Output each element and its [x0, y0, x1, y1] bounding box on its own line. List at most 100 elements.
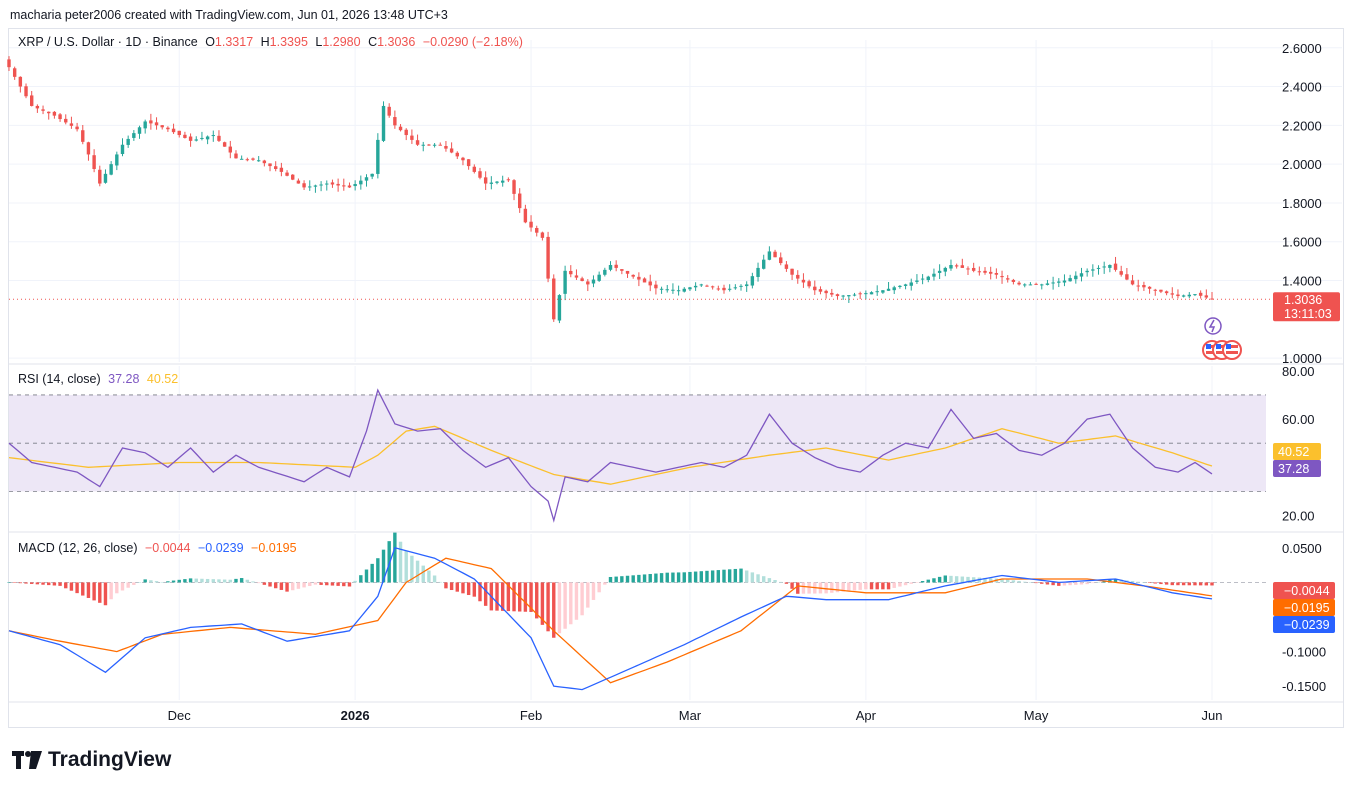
candle-body[interactable]: [733, 287, 738, 289]
candle-body[interactable]: [64, 118, 68, 123]
candle-body[interactable]: [1113, 263, 1118, 270]
candle-body[interactable]: [699, 284, 703, 286]
candle-body[interactable]: [12, 68, 17, 77]
candle-body[interactable]: [279, 167, 284, 172]
candle-body[interactable]: [115, 154, 119, 166]
candle-body[interactable]: [370, 173, 374, 177]
candle-body[interactable]: [126, 138, 130, 145]
candle-body[interactable]: [773, 251, 777, 258]
candle-body[interactable]: [478, 171, 482, 178]
candle-body[interactable]: [569, 270, 573, 275]
candle-body[interactable]: [784, 264, 789, 269]
candle-body[interactable]: [1011, 279, 1016, 282]
candle-body[interactable]: [1091, 269, 1095, 271]
candle-body[interactable]: [807, 281, 811, 287]
candle-body[interactable]: [529, 221, 533, 228]
candle-body[interactable]: [727, 288, 732, 290]
candle-body[interactable]: [1198, 292, 1203, 296]
macd-signal-line[interactable]: [8, 557, 1213, 684]
candle-body[interactable]: [415, 140, 420, 145]
candle-body[interactable]: [603, 269, 607, 275]
candle-body[interactable]: [762, 259, 766, 269]
candle-body[interactable]: [983, 270, 987, 273]
candle-body[interactable]: [1062, 280, 1067, 283]
candle-body[interactable]: [393, 117, 397, 126]
candle-body[interactable]: [302, 183, 306, 188]
candle-body[interactable]: [693, 285, 698, 288]
candle-body[interactable]: [546, 236, 550, 279]
candle-body[interactable]: [404, 129, 408, 136]
candle-body[interactable]: [81, 130, 85, 142]
candle-body[interactable]: [137, 127, 142, 134]
candle-body[interactable]: [1136, 285, 1140, 287]
candle-body[interactable]: [188, 136, 193, 141]
candle-body[interactable]: [98, 169, 102, 184]
candle-body[interactable]: [472, 166, 477, 172]
candle-body[interactable]: [109, 164, 113, 175]
candle-body[interactable]: [915, 280, 919, 282]
macd-title[interactable]: MACD (12, 26, close): [18, 541, 138, 555]
candle-body[interactable]: [875, 291, 879, 293]
candle-body[interactable]: [637, 276, 641, 280]
candle-body[interactable]: [1159, 289, 1163, 292]
candle-body[interactable]: [801, 279, 806, 283]
candle-body[interactable]: [705, 285, 709, 287]
candle-body[interactable]: [869, 292, 874, 295]
candle-body[interactable]: [1125, 274, 1129, 280]
event-lightning-icon[interactable]: [1204, 317, 1222, 335]
candle-body[interactable]: [1210, 298, 1214, 300]
candle-body[interactable]: [926, 276, 930, 281]
candle-body[interactable]: [245, 159, 250, 161]
candle-body[interactable]: [319, 184, 323, 186]
candle-body[interactable]: [1057, 281, 1061, 283]
candle-body[interactable]: [665, 289, 669, 291]
candle-body[interactable]: [285, 172, 289, 176]
candle-body[interactable]: [818, 289, 823, 292]
candle-body[interactable]: [1142, 284, 1146, 288]
candle-body[interactable]: [432, 144, 437, 146]
rsi-title[interactable]: RSI (14, close): [18, 372, 101, 386]
candle-body[interactable]: [222, 142, 227, 147]
candle-body[interactable]: [92, 155, 96, 169]
candle-body[interactable]: [710, 286, 715, 288]
candle-body[interactable]: [183, 134, 187, 138]
candle-body[interactable]: [200, 137, 204, 139]
candle-body[interactable]: [500, 180, 505, 183]
candle-body[interactable]: [149, 120, 153, 124]
candle-body[interactable]: [767, 251, 772, 260]
candle-body[interactable]: [1028, 284, 1033, 286]
candle-body[interactable]: [756, 267, 760, 277]
candle-body[interactable]: [642, 278, 647, 283]
candle-body[interactable]: [824, 290, 828, 294]
candle-body[interactable]: [1017, 282, 1021, 285]
candle-body[interactable]: [29, 95, 34, 106]
candle-body[interactable]: [512, 180, 516, 194]
candle-body[interactable]: [47, 111, 51, 114]
candle-body[interactable]: [886, 288, 891, 291]
candle-body[interactable]: [523, 208, 528, 223]
candle-body[interactable]: [143, 121, 147, 129]
candle-body[interactable]: [69, 123, 74, 126]
candle-body[interactable]: [381, 105, 386, 141]
candle-body[interactable]: [387, 106, 391, 116]
candle-body[interactable]: [353, 184, 357, 187]
candle-body[interactable]: [586, 281, 590, 285]
candle-body[interactable]: [1170, 293, 1174, 295]
candle-body[interactable]: [1034, 283, 1038, 285]
us-flag-event-icon[interactable]: [1222, 340, 1242, 360]
candle-body[interactable]: [296, 180, 301, 184]
candle-body[interactable]: [557, 295, 562, 321]
candle-body[interactable]: [211, 135, 215, 137]
candle-body[interactable]: [835, 294, 840, 297]
candle-body[interactable]: [1130, 280, 1135, 285]
candle-body[interactable]: [591, 279, 596, 284]
candle-body[interactable]: [103, 173, 108, 183]
candle-body[interactable]: [574, 275, 579, 278]
candle-body[interactable]: [937, 270, 942, 273]
candle-body[interactable]: [228, 146, 233, 153]
symbol-label[interactable]: XRP / U.S. Dollar · 1D · Binance: [18, 35, 198, 49]
candle-body[interactable]: [1085, 270, 1089, 273]
candle-body[interactable]: [540, 232, 545, 238]
candle-body[interactable]: [461, 157, 465, 161]
candle-body[interactable]: [852, 294, 857, 296]
